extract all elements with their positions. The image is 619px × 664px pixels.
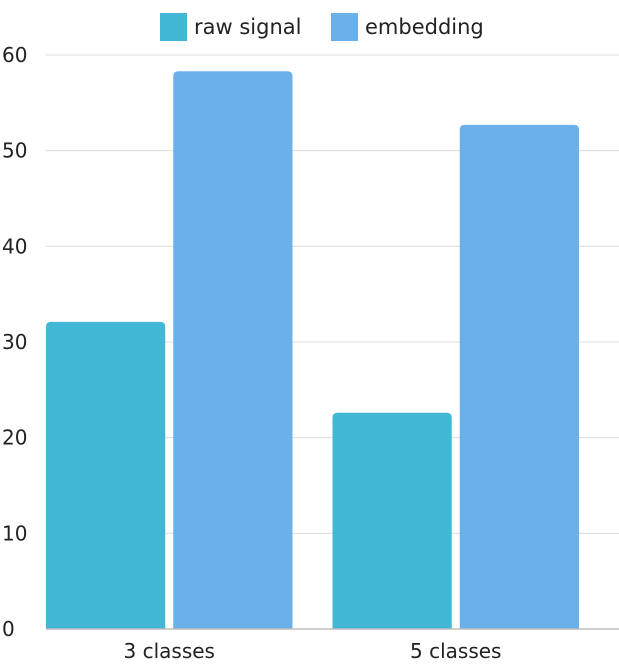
y-tick-label: 30 <box>2 330 27 354</box>
bar-raw-signal-3-classes <box>46 321 166 629</box>
legend-swatch-embedding <box>331 13 358 41</box>
legend-label-raw-signal: raw signal <box>194 15 301 39</box>
legend-swatch-raw-signal <box>160 13 187 41</box>
bar-embedding-5-classes <box>459 124 579 629</box>
bar-embedding-3-classes <box>173 71 293 630</box>
y-tick-label: 50 <box>2 139 27 163</box>
x-category-label: 3 classes <box>124 639 215 660</box>
y-tick-label: 20 <box>2 426 27 450</box>
legend: raw signal embedding <box>160 13 484 41</box>
x-category-label: 5 classes <box>410 639 501 660</box>
bars <box>46 71 579 630</box>
y-axis-ticks: 0 10 20 30 40 50 60 <box>2 43 27 641</box>
y-tick-label: 40 <box>2 234 27 258</box>
x-axis-labels: 3 classes 5 classes <box>124 639 502 663</box>
y-tick-label: 0 <box>2 617 15 641</box>
y-tick-label: 60 <box>2 43 27 67</box>
bar-raw-signal-5-classes <box>332 412 452 629</box>
y-tick-label: 10 <box>2 521 27 545</box>
legend-label-embedding: embedding <box>365 15 484 39</box>
